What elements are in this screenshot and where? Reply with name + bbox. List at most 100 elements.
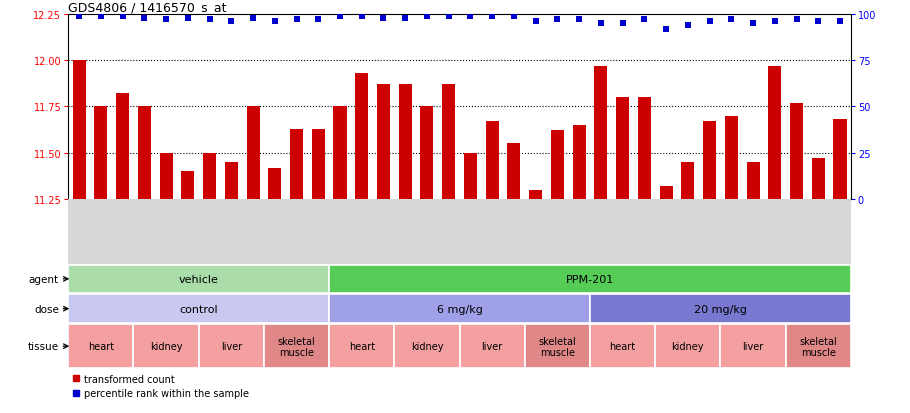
Text: liver: liver <box>220 341 242 351</box>
Bar <box>655 325 721 368</box>
Text: 20 mg/kg: 20 mg/kg <box>694 304 747 314</box>
Point <box>354 13 369 20</box>
Point <box>571 17 586 24</box>
Text: skeletal
muscle: skeletal muscle <box>278 336 316 357</box>
Point <box>681 23 695 29</box>
Text: kidney: kidney <box>410 341 443 351</box>
Bar <box>329 294 590 323</box>
Bar <box>572 126 586 199</box>
Point <box>507 13 521 20</box>
Text: vehicle: vehicle <box>178 274 218 284</box>
Bar <box>746 163 760 199</box>
Point <box>745 21 760 27</box>
Bar <box>834 120 846 199</box>
Bar <box>68 325 134 368</box>
Point <box>441 13 456 20</box>
Bar <box>333 107 347 199</box>
Bar <box>159 153 173 199</box>
Bar <box>551 131 564 199</box>
Text: dose: dose <box>34 304 59 314</box>
Point <box>158 17 173 24</box>
Bar <box>225 163 238 199</box>
Bar <box>590 325 655 368</box>
Bar <box>590 294 851 323</box>
Bar <box>508 144 521 199</box>
Bar <box>203 153 216 199</box>
Point <box>789 17 804 24</box>
Point <box>333 13 348 20</box>
Point <box>637 17 652 24</box>
Bar <box>420 107 433 199</box>
Bar <box>616 98 629 199</box>
Bar <box>703 122 716 199</box>
Bar <box>181 172 195 199</box>
Text: PPM-201: PPM-201 <box>566 274 614 284</box>
Point <box>485 13 500 20</box>
Text: tissue: tissue <box>27 341 59 351</box>
Text: kidney: kidney <box>150 341 182 351</box>
Text: heart: heart <box>349 341 375 351</box>
Bar <box>529 190 542 199</box>
Point <box>94 13 108 20</box>
Point <box>724 17 739 24</box>
Bar <box>660 187 672 199</box>
Text: heart: heart <box>610 341 636 351</box>
Bar <box>137 107 151 199</box>
Bar <box>247 107 259 199</box>
Bar <box>638 98 651 199</box>
Point <box>811 19 825 26</box>
Bar <box>812 159 824 199</box>
Point <box>137 15 152 22</box>
Bar <box>486 122 499 199</box>
Bar <box>116 94 129 199</box>
Legend: transformed count, percentile rank within the sample: transformed count, percentile rank withi… <box>73 374 248 399</box>
Point <box>529 19 543 26</box>
Point <box>224 19 238 26</box>
Text: skeletal
muscle: skeletal muscle <box>799 336 837 357</box>
Text: 6 mg/kg: 6 mg/kg <box>437 304 482 314</box>
Text: agent: agent <box>29 274 59 284</box>
Bar <box>268 168 281 199</box>
Bar <box>525 325 590 368</box>
Point <box>703 19 717 26</box>
Point <box>398 15 412 22</box>
Point <box>116 13 130 20</box>
Bar <box>394 325 460 368</box>
Point <box>72 13 86 20</box>
Bar <box>68 294 329 323</box>
Text: kidney: kidney <box>672 341 704 351</box>
Bar <box>68 265 329 294</box>
Bar <box>329 265 851 294</box>
Bar <box>290 129 303 199</box>
Text: liver: liver <box>743 341 763 351</box>
Point <box>550 17 564 24</box>
Point <box>268 19 282 26</box>
Point <box>767 19 782 26</box>
Bar <box>785 325 851 368</box>
Bar <box>460 325 525 368</box>
Text: heart: heart <box>87 341 114 351</box>
Point <box>833 19 847 26</box>
Bar <box>377 85 390 199</box>
Bar <box>682 163 694 199</box>
Bar <box>464 153 477 199</box>
Point <box>311 17 326 24</box>
Bar <box>329 325 394 368</box>
Text: control: control <box>179 304 218 314</box>
Point <box>420 13 434 20</box>
Point <box>289 17 304 24</box>
Bar <box>399 85 411 199</box>
Point <box>615 21 630 27</box>
Bar <box>134 325 198 368</box>
Bar <box>198 325 264 368</box>
Bar <box>724 116 738 199</box>
Point <box>202 17 217 24</box>
Point <box>659 26 673 33</box>
Point <box>180 15 195 22</box>
Point <box>376 15 390 22</box>
Bar <box>594 66 607 199</box>
Text: liver: liver <box>481 341 503 351</box>
Point <box>463 13 478 20</box>
Bar <box>442 85 455 199</box>
Bar <box>73 61 86 199</box>
